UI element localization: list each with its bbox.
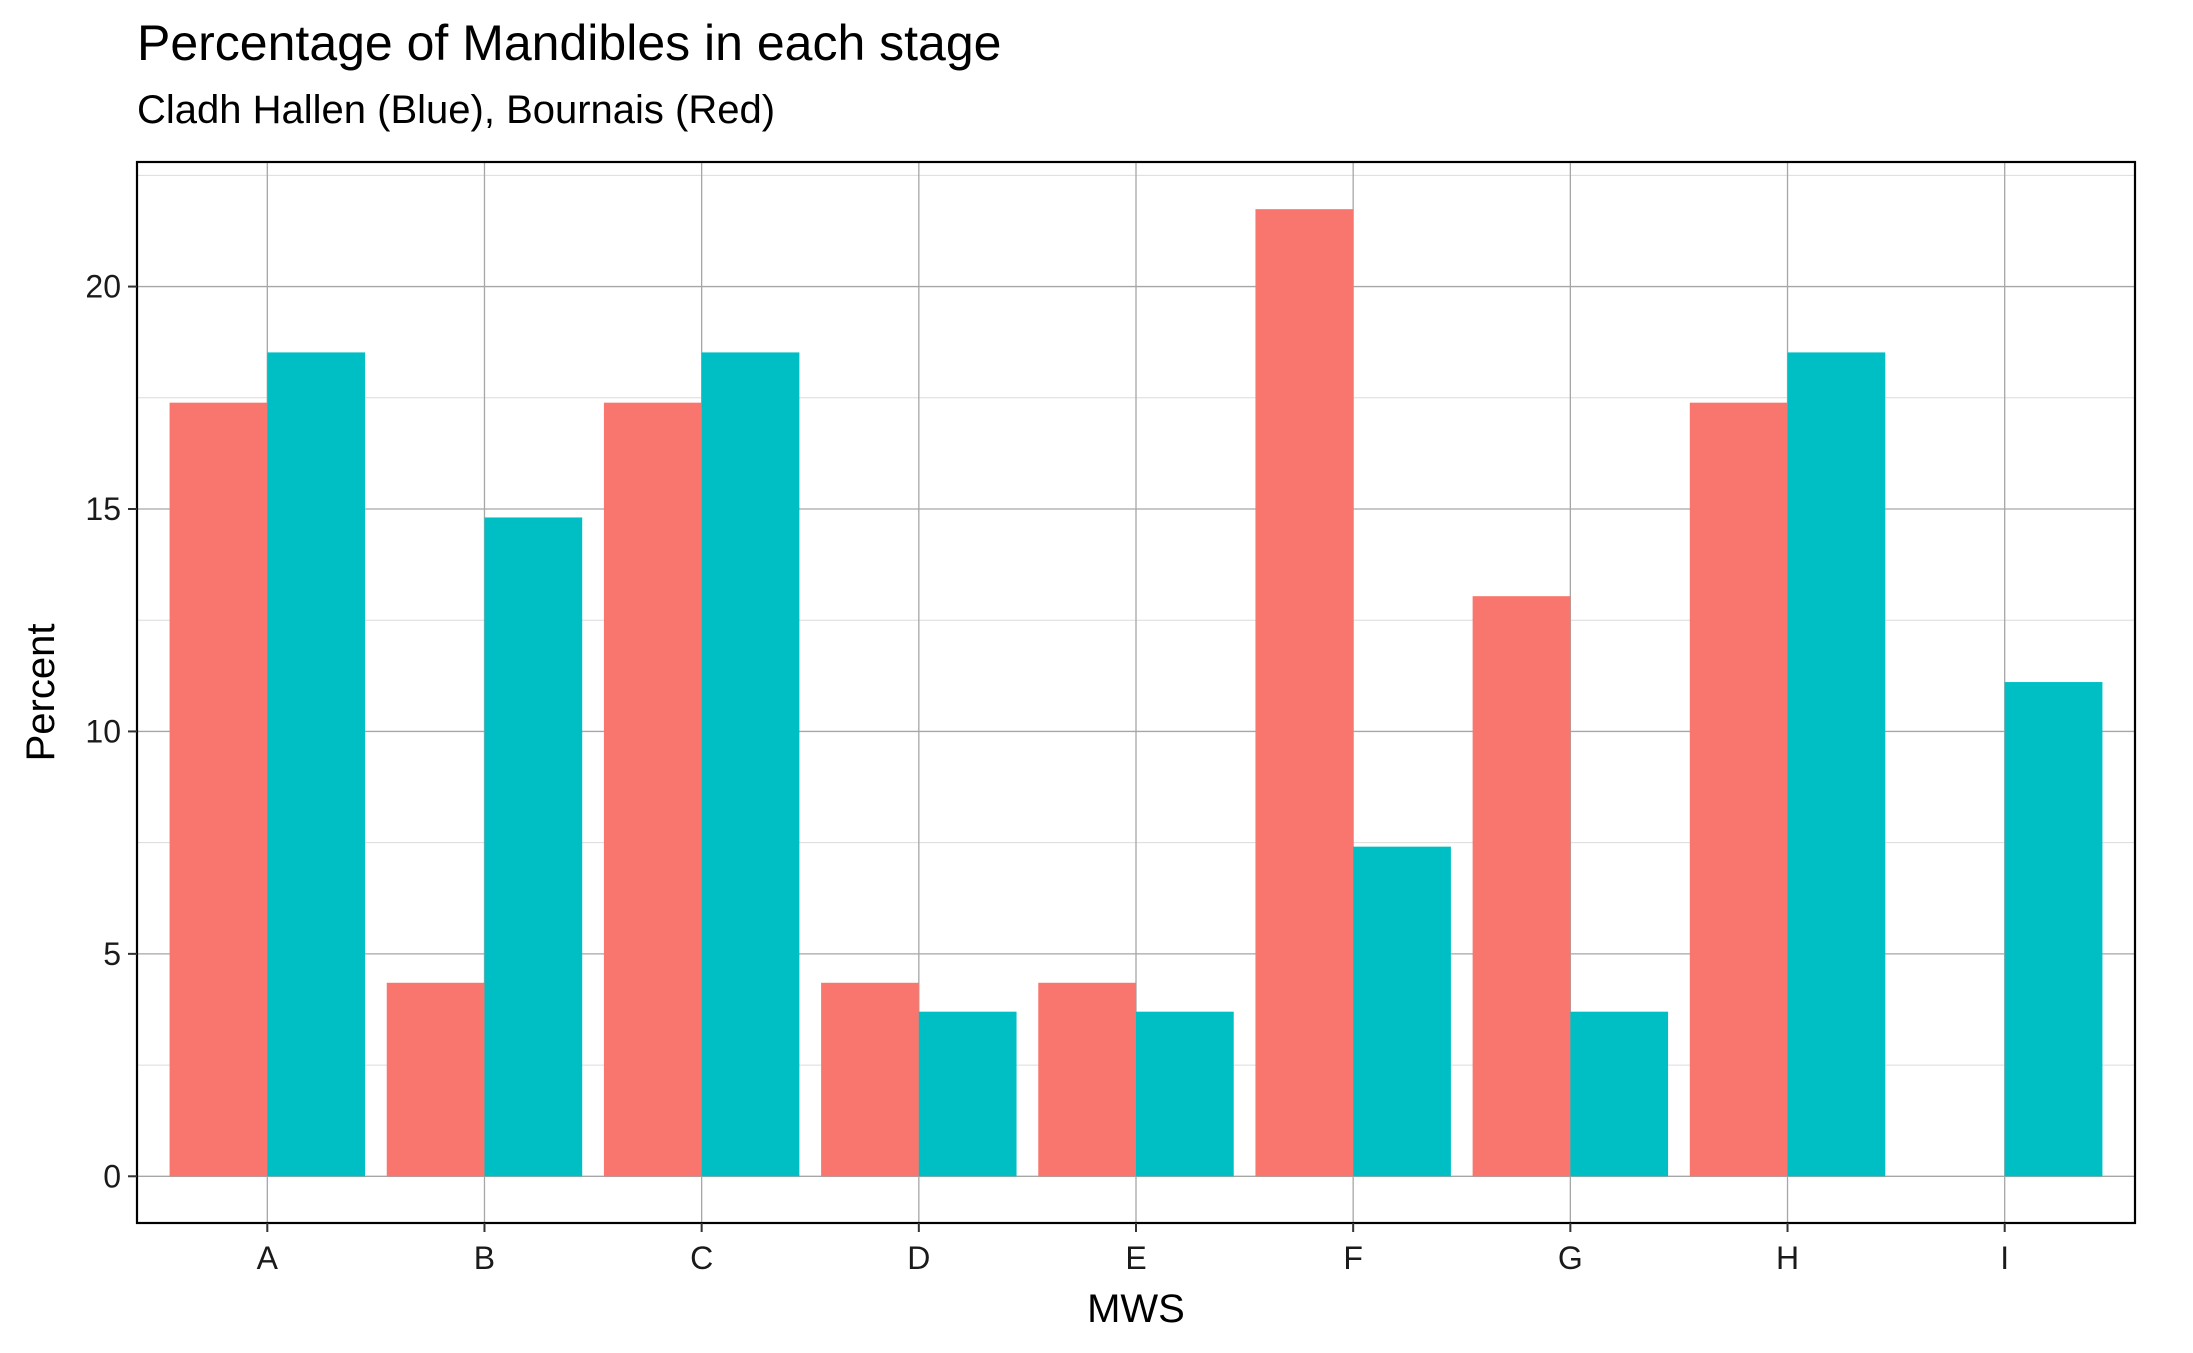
bar-cladh-hallen-D bbox=[918, 1011, 1017, 1177]
bar-cladh-hallen-C bbox=[701, 352, 800, 1177]
bar-bournais-C bbox=[603, 402, 702, 1177]
bar-cladh-hallen-B bbox=[484, 517, 583, 1177]
bar-bournais-E bbox=[1038, 982, 1136, 1177]
chart-subtitle: Cladh Hallen (Blue), Bournais (Red) bbox=[137, 88, 776, 132]
bar-bournais-B bbox=[386, 982, 485, 1177]
bar-cladh-hallen-H bbox=[1787, 352, 1886, 1177]
bars bbox=[169, 209, 2103, 1177]
y-tick-label: 15 bbox=[85, 491, 121, 527]
bar-cladh-hallen-F bbox=[1353, 846, 1451, 1177]
chart-title: Percentage of Mandibles in each stage bbox=[137, 15, 1002, 71]
y-axis: 0 5 10 15 20 bbox=[85, 269, 137, 1194]
x-tick-label-I: I bbox=[2000, 1240, 2009, 1276]
x-axis: A B C D E F G H I bbox=[257, 1223, 2009, 1276]
y-tick-label: 10 bbox=[85, 713, 121, 749]
bar-bournais-H bbox=[1689, 402, 1788, 1177]
y-tick-label: 5 bbox=[103, 936, 121, 972]
bar-bournais-G bbox=[1472, 596, 1571, 1177]
y-axis-title: Percent bbox=[19, 624, 63, 762]
x-tick-label-F: F bbox=[1343, 1240, 1363, 1276]
bar-cladh-hallen-I bbox=[2004, 682, 2103, 1177]
x-axis-title: MWS bbox=[1087, 1287, 1185, 1331]
x-tick-label-E: E bbox=[1125, 1240, 1146, 1276]
bar-bournais-D bbox=[821, 982, 919, 1177]
bar-cladh-hallen-E bbox=[1136, 1011, 1234, 1177]
x-tick-label-A: A bbox=[257, 1240, 279, 1276]
bar-cladh-hallen-G bbox=[1570, 1011, 1669, 1177]
y-tick-label: 20 bbox=[85, 269, 121, 305]
bar-cladh-hallen-A bbox=[267, 352, 366, 1177]
x-tick-label-B: B bbox=[474, 1240, 495, 1276]
x-tick-label-C: C bbox=[690, 1240, 713, 1276]
y-tick-label: 0 bbox=[103, 1158, 121, 1194]
bar-bournais-F bbox=[1255, 209, 1354, 1177]
x-tick-label-D: D bbox=[907, 1240, 930, 1276]
x-tick-label-G: G bbox=[1558, 1240, 1583, 1276]
x-tick-label-H: H bbox=[1776, 1240, 1799, 1276]
bar-bournais-A bbox=[169, 402, 268, 1177]
